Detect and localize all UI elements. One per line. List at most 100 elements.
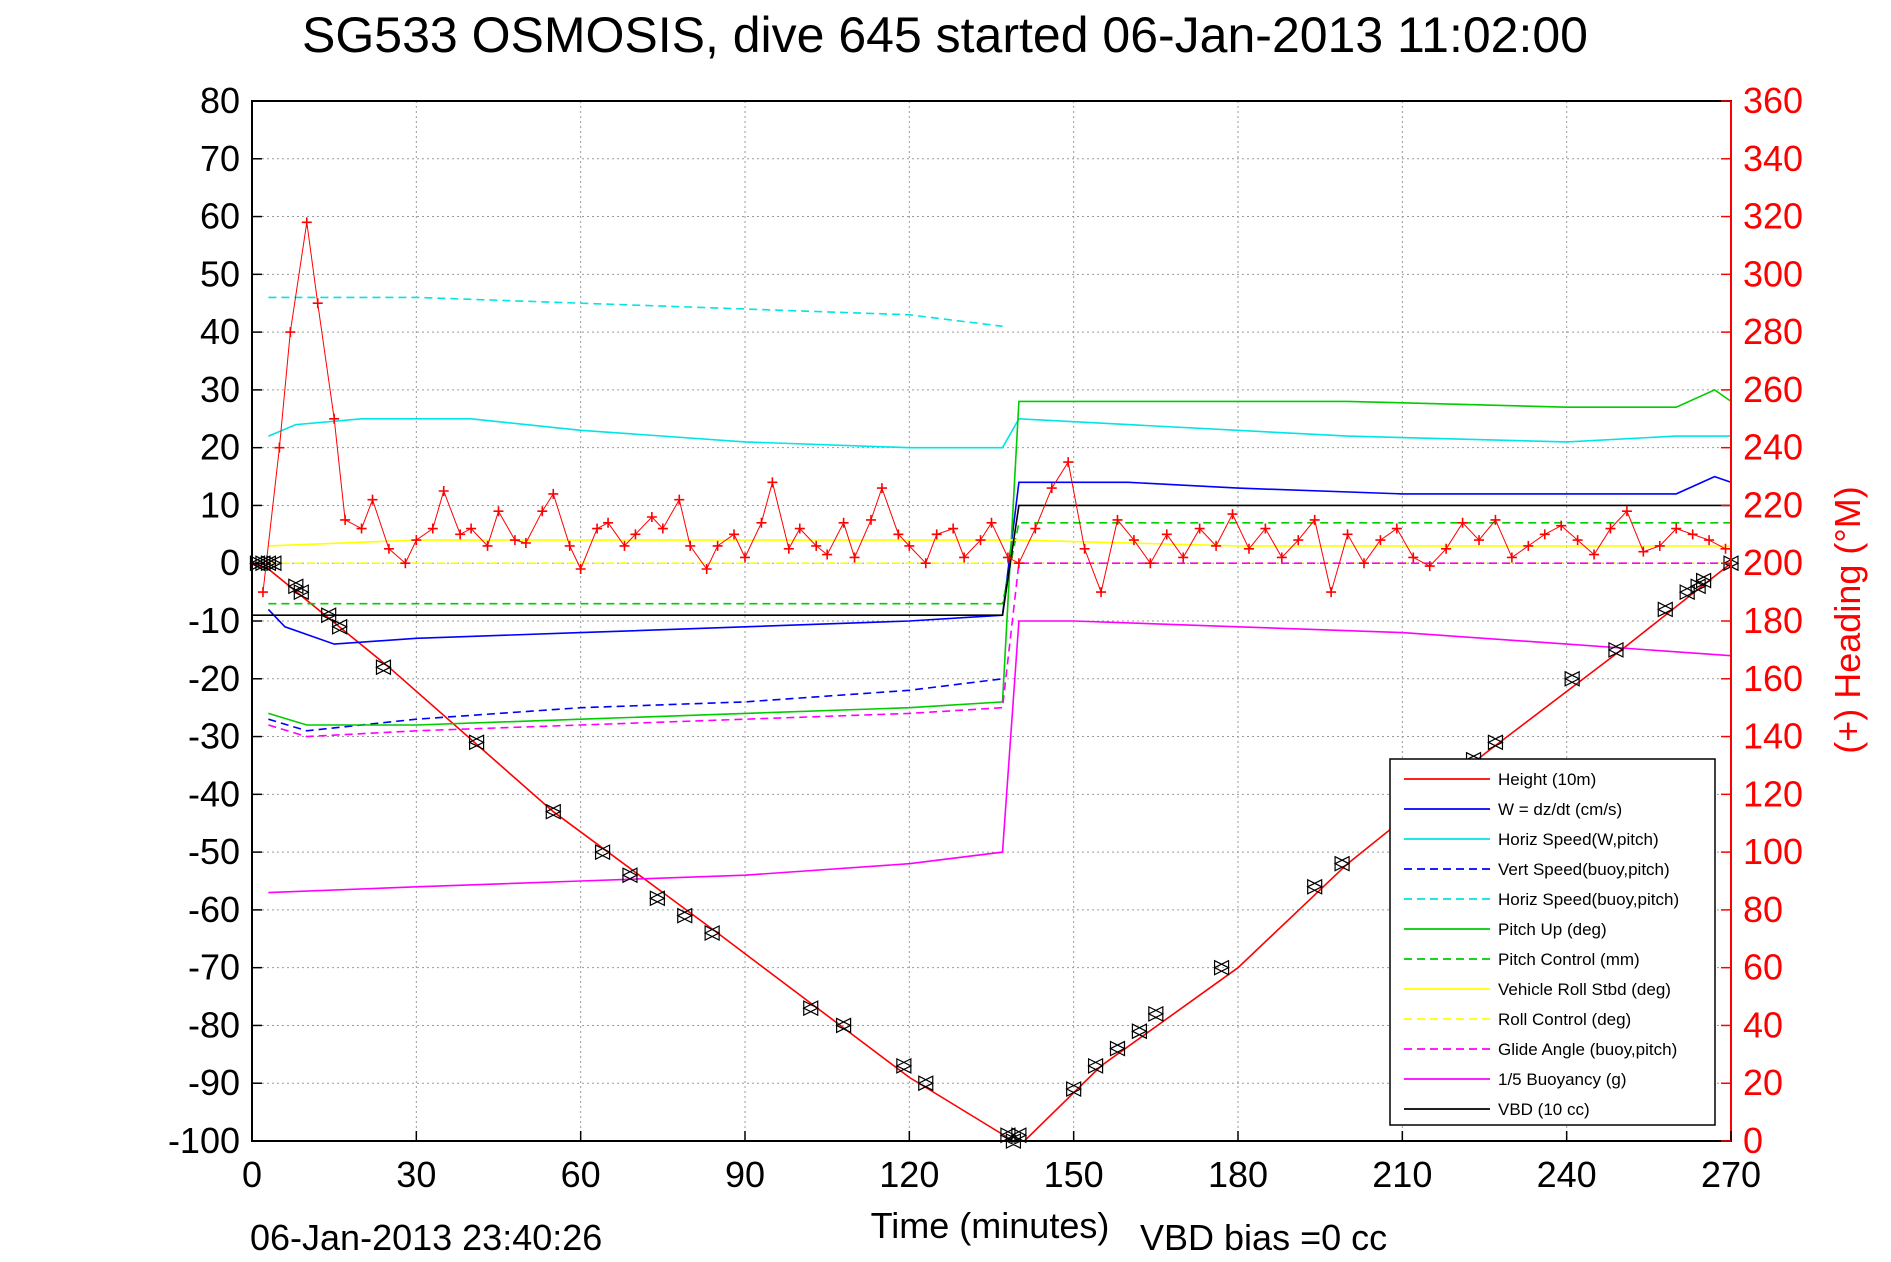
heading-point xyxy=(822,549,833,560)
heading-point xyxy=(1424,561,1435,572)
y-right-axis-ticks: 3603403203002802602402202001801601401201… xyxy=(1721,80,1803,1161)
heading-point xyxy=(1391,523,1402,534)
heading-point xyxy=(548,488,559,499)
dive-marker xyxy=(835,1017,852,1034)
heading-point xyxy=(427,523,438,534)
dive-marker xyxy=(375,659,392,676)
y-right-tick-label: 200 xyxy=(1743,542,1803,583)
heading-point xyxy=(1342,529,1353,540)
dive-marker xyxy=(1306,878,1324,895)
y-left-tick-label: -100 xyxy=(168,1120,240,1161)
y-right-tick-label: 180 xyxy=(1743,600,1803,641)
heading-point xyxy=(1194,523,1205,534)
heading-point xyxy=(1358,558,1369,569)
y-right-tick-label: 60 xyxy=(1743,947,1783,988)
y-right-tick-label: 140 xyxy=(1743,716,1803,757)
heading-point xyxy=(603,517,614,528)
heading-point xyxy=(575,564,586,574)
heading-point xyxy=(509,535,520,546)
heading-point xyxy=(674,494,685,505)
legend-box xyxy=(1389,758,1716,1126)
dive-marker xyxy=(802,1000,820,1017)
heading-point xyxy=(1002,552,1013,563)
dive-marker xyxy=(1109,1040,1126,1057)
heading-point xyxy=(1589,549,1600,560)
heading-point xyxy=(1408,552,1419,563)
heading-point xyxy=(301,217,312,228)
dive-marker xyxy=(1563,670,1581,687)
y-left-tick-label: -60 xyxy=(188,889,240,930)
heading-point xyxy=(520,538,531,548)
dive-marker xyxy=(1087,1057,1104,1074)
dive-marker xyxy=(249,555,266,572)
dive-marker xyxy=(649,890,666,907)
heading-point xyxy=(931,529,942,540)
y-right-tick-label: 340 xyxy=(1743,138,1803,179)
heading-point xyxy=(619,540,630,551)
heading-point xyxy=(729,529,740,540)
y-left-tick-label: 20 xyxy=(200,427,240,468)
dive-marker xyxy=(1147,1005,1165,1022)
heading-point xyxy=(986,517,997,528)
dive-marker xyxy=(895,1057,913,1074)
y-left-tick-label: -70 xyxy=(188,947,240,988)
x-tick-label: 0 xyxy=(242,1154,262,1195)
legend-label: Glide Angle (buoy,pitch) xyxy=(1498,1040,1677,1059)
x-tick-label: 270 xyxy=(1701,1154,1761,1195)
x-tick-label: 150 xyxy=(1044,1154,1104,1195)
x-tick-label: 60 xyxy=(561,1154,601,1195)
dive-marker xyxy=(292,584,310,601)
dive-marker xyxy=(594,844,611,861)
dive-marker xyxy=(1333,855,1351,872)
heading-point xyxy=(285,327,296,338)
y-right-tick-label: 240 xyxy=(1743,427,1803,468)
series-line xyxy=(268,562,1731,738)
heading-point xyxy=(1605,523,1616,534)
y-left-tick-label: -40 xyxy=(188,773,240,814)
heading-point xyxy=(959,552,970,563)
dive-marker xyxy=(1656,601,1674,618)
y-right-tick-label: 0 xyxy=(1743,1120,1763,1161)
x-tick-label: 240 xyxy=(1537,1154,1597,1195)
heading-point xyxy=(767,477,778,488)
y-left-tick-label: 70 xyxy=(200,138,240,179)
heading-point xyxy=(537,506,548,517)
dive-marker xyxy=(1487,734,1504,751)
heading-point xyxy=(1687,529,1698,540)
heading-point xyxy=(1211,540,1222,551)
heading-point xyxy=(1161,529,1172,540)
heading-point xyxy=(838,517,849,528)
y-left-tick-label: 30 xyxy=(200,369,240,410)
y-left-tick-label: 40 xyxy=(200,311,240,352)
legend-label: W = dz/dt (cm/s) xyxy=(1498,800,1622,819)
legend-label: Pitch Up (deg) xyxy=(1498,920,1607,939)
dive-marker xyxy=(703,925,721,941)
dive-marker xyxy=(320,607,338,624)
heading-point xyxy=(312,298,323,309)
y-left-tick-label: 50 xyxy=(200,253,240,294)
dive-marker xyxy=(1695,572,1712,589)
y-right-tick-label: 120 xyxy=(1743,773,1803,814)
heading-point xyxy=(455,529,466,540)
x-tick-label: 30 xyxy=(396,1154,436,1195)
y-left-tick-label: 80 xyxy=(200,80,240,121)
heading-point xyxy=(1457,517,1468,528)
heading-point xyxy=(1621,506,1632,517)
heading-point xyxy=(1260,523,1271,534)
y-right-tick-label: 100 xyxy=(1743,831,1803,872)
heading-point xyxy=(383,543,394,554)
x-axis-label: Time (minutes) xyxy=(871,1205,1110,1246)
heading-point xyxy=(1506,552,1517,563)
heading-point xyxy=(1030,523,1041,534)
y-right-tick-label: 20 xyxy=(1743,1062,1783,1103)
y-right-axis-label: (+) Heading (°M) xyxy=(1827,486,1868,753)
dive-marker xyxy=(1131,1023,1148,1040)
heading-point xyxy=(1178,552,1189,563)
heading-point xyxy=(329,413,340,424)
y-left-tick-label: -90 xyxy=(188,1062,240,1103)
heading-point xyxy=(411,535,422,546)
dive-marker xyxy=(676,907,694,924)
heading-point xyxy=(783,543,794,554)
heading-point xyxy=(1227,509,1238,520)
heading-point xyxy=(1309,514,1320,525)
